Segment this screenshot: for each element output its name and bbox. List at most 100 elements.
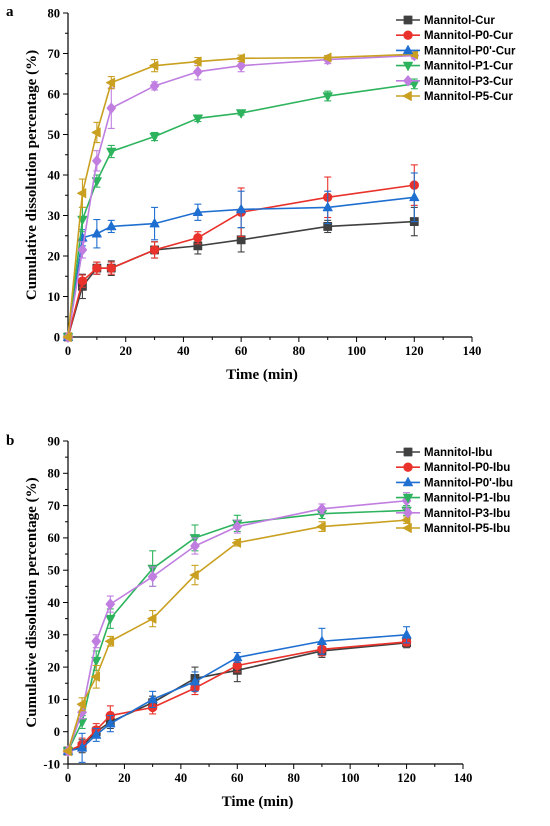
y-tick-label: 50 — [48, 128, 61, 142]
legend-marker — [403, 462, 413, 472]
data-point — [91, 656, 102, 667]
series-line — [67, 509, 407, 752]
legend-marker — [403, 493, 413, 503]
x-tick-label: 40 — [175, 771, 188, 785]
data-point — [92, 263, 102, 273]
y-axis-title: Cumulative dissolution percentage (%) — [24, 477, 40, 727]
y-tick-label: 60 — [48, 531, 61, 545]
legend-label: Mannitol-P0'-Cur — [424, 45, 516, 57]
legend-entry: Mannitol-P0-Ibu — [396, 462, 510, 474]
data-point — [236, 204, 247, 214]
data-point — [77, 742, 88, 752]
legend-label: Mannitol-P3-Ibu — [424, 508, 510, 520]
x-tick-label: 20 — [119, 344, 132, 358]
data-point — [76, 699, 86, 710]
data-point — [193, 66, 203, 78]
data-point — [232, 520, 243, 533]
legend-entry: Mannitol-P0'-Ibu — [396, 477, 513, 489]
series-line — [67, 519, 407, 752]
y-tick-label: 80 — [48, 6, 61, 20]
y-tick-label: 10 — [48, 693, 61, 707]
data-point — [106, 263, 116, 273]
data-point — [104, 636, 115, 647]
data-point — [147, 613, 157, 624]
y-tick-label: 10 — [48, 290, 61, 304]
data-point — [189, 676, 200, 686]
x-tick-label: 60 — [235, 344, 248, 358]
data-point — [149, 218, 160, 228]
legend-marker — [403, 75, 413, 87]
x-tick-label: 140 — [454, 771, 473, 785]
data-point — [316, 635, 327, 646]
data-point — [192, 206, 203, 217]
x-axis-title: Time (min) — [226, 367, 298, 383]
y-tick-label: 80 — [48, 467, 61, 481]
data-point — [62, 332, 72, 342]
x-tick-label: 40 — [177, 344, 190, 358]
data-point — [91, 635, 102, 647]
data-point — [149, 132, 160, 142]
data-point — [232, 652, 243, 662]
y-tick-label: 0 — [54, 330, 60, 344]
legend-entry: Mannitol-P3-Cur — [396, 75, 513, 88]
y-tick-label: 50 — [48, 564, 61, 578]
legend-label: Mannitol-P0'-Ibu — [424, 477, 513, 489]
legend-marker — [402, 91, 412, 101]
data-point — [147, 571, 158, 583]
data-point — [409, 191, 420, 202]
data-point — [106, 221, 117, 231]
legend-entry: Mannitol-Ibu — [396, 447, 492, 459]
series-Mannitol-P5-Cur — [62, 49, 419, 342]
legend-entry: Mannitol-P0-Cur — [396, 30, 513, 42]
legend-entry: Mannitol-P5-Ibu — [396, 523, 510, 535]
y-tick-label: -10 — [43, 757, 60, 771]
y-axis-title: Cumulative dissolution percentage (%) — [24, 50, 40, 300]
legend-label: Mannitol-P1-Ibu — [424, 493, 510, 505]
data-point — [322, 52, 332, 63]
x-axis-title: Time (min) — [222, 794, 294, 810]
legend-label: Mannitol-P5-Cur — [424, 91, 513, 103]
y-tick-label: 70 — [48, 47, 61, 61]
data-point — [91, 228, 102, 238]
x-tick-label: 20 — [118, 771, 131, 785]
data-point — [92, 155, 102, 167]
data-point — [90, 671, 101, 682]
data-point — [408, 49, 419, 60]
legend-marker — [403, 477, 413, 487]
x-tick-label: 140 — [463, 344, 482, 358]
data-point — [235, 53, 245, 64]
data-point — [77, 188, 87, 199]
data-point — [401, 629, 412, 639]
x-tick-label: 0 — [65, 771, 71, 785]
data-point — [190, 540, 200, 552]
data-point — [105, 77, 116, 88]
legend-marker — [403, 507, 413, 519]
x-tick-label: 100 — [347, 344, 366, 358]
y-tick-label: 70 — [48, 499, 61, 513]
x-tick-label: 80 — [293, 344, 306, 358]
data-point — [189, 570, 199, 581]
legend-label: Mannitol-P3-Cur — [424, 76, 513, 88]
data-point — [149, 80, 160, 92]
data-point — [322, 92, 333, 102]
legend-entry: Mannitol-P0'-Cur — [396, 45, 516, 57]
data-point — [316, 521, 326, 532]
legend-marker — [403, 30, 413, 40]
y-tick-label: 0 — [54, 725, 60, 739]
x-tick-label: 100 — [341, 771, 360, 785]
legend-entry: Mannitol-P1-Cur — [396, 61, 513, 73]
data-point — [105, 598, 116, 610]
legend-marker — [402, 523, 412, 533]
legend: Mannitol-Cur Mannitol-P0-Cur Mannitol-P0'-… — [396, 15, 516, 103]
legend-entry: Mannitol-P3-Ibu — [396, 507, 510, 520]
legend-label: Mannitol-P5-Ibu — [424, 523, 510, 535]
series-Mannitol-P0'-Cur — [63, 172, 420, 341]
legend-entry: Mannitol-Cur — [396, 15, 495, 27]
panel-letter: b — [6, 433, 14, 449]
y-tick-label: 40 — [48, 596, 61, 610]
data-point — [105, 718, 116, 728]
chart-panel-b: b 0 20 40 60 80 100 120 140 -10 0 10 20 30 40 50 60 70 80 9… — [6, 433, 513, 810]
x-tick-label: 80 — [287, 771, 300, 785]
panel-letter: a — [6, 4, 14, 20]
x-tick-label: 120 — [405, 344, 424, 358]
